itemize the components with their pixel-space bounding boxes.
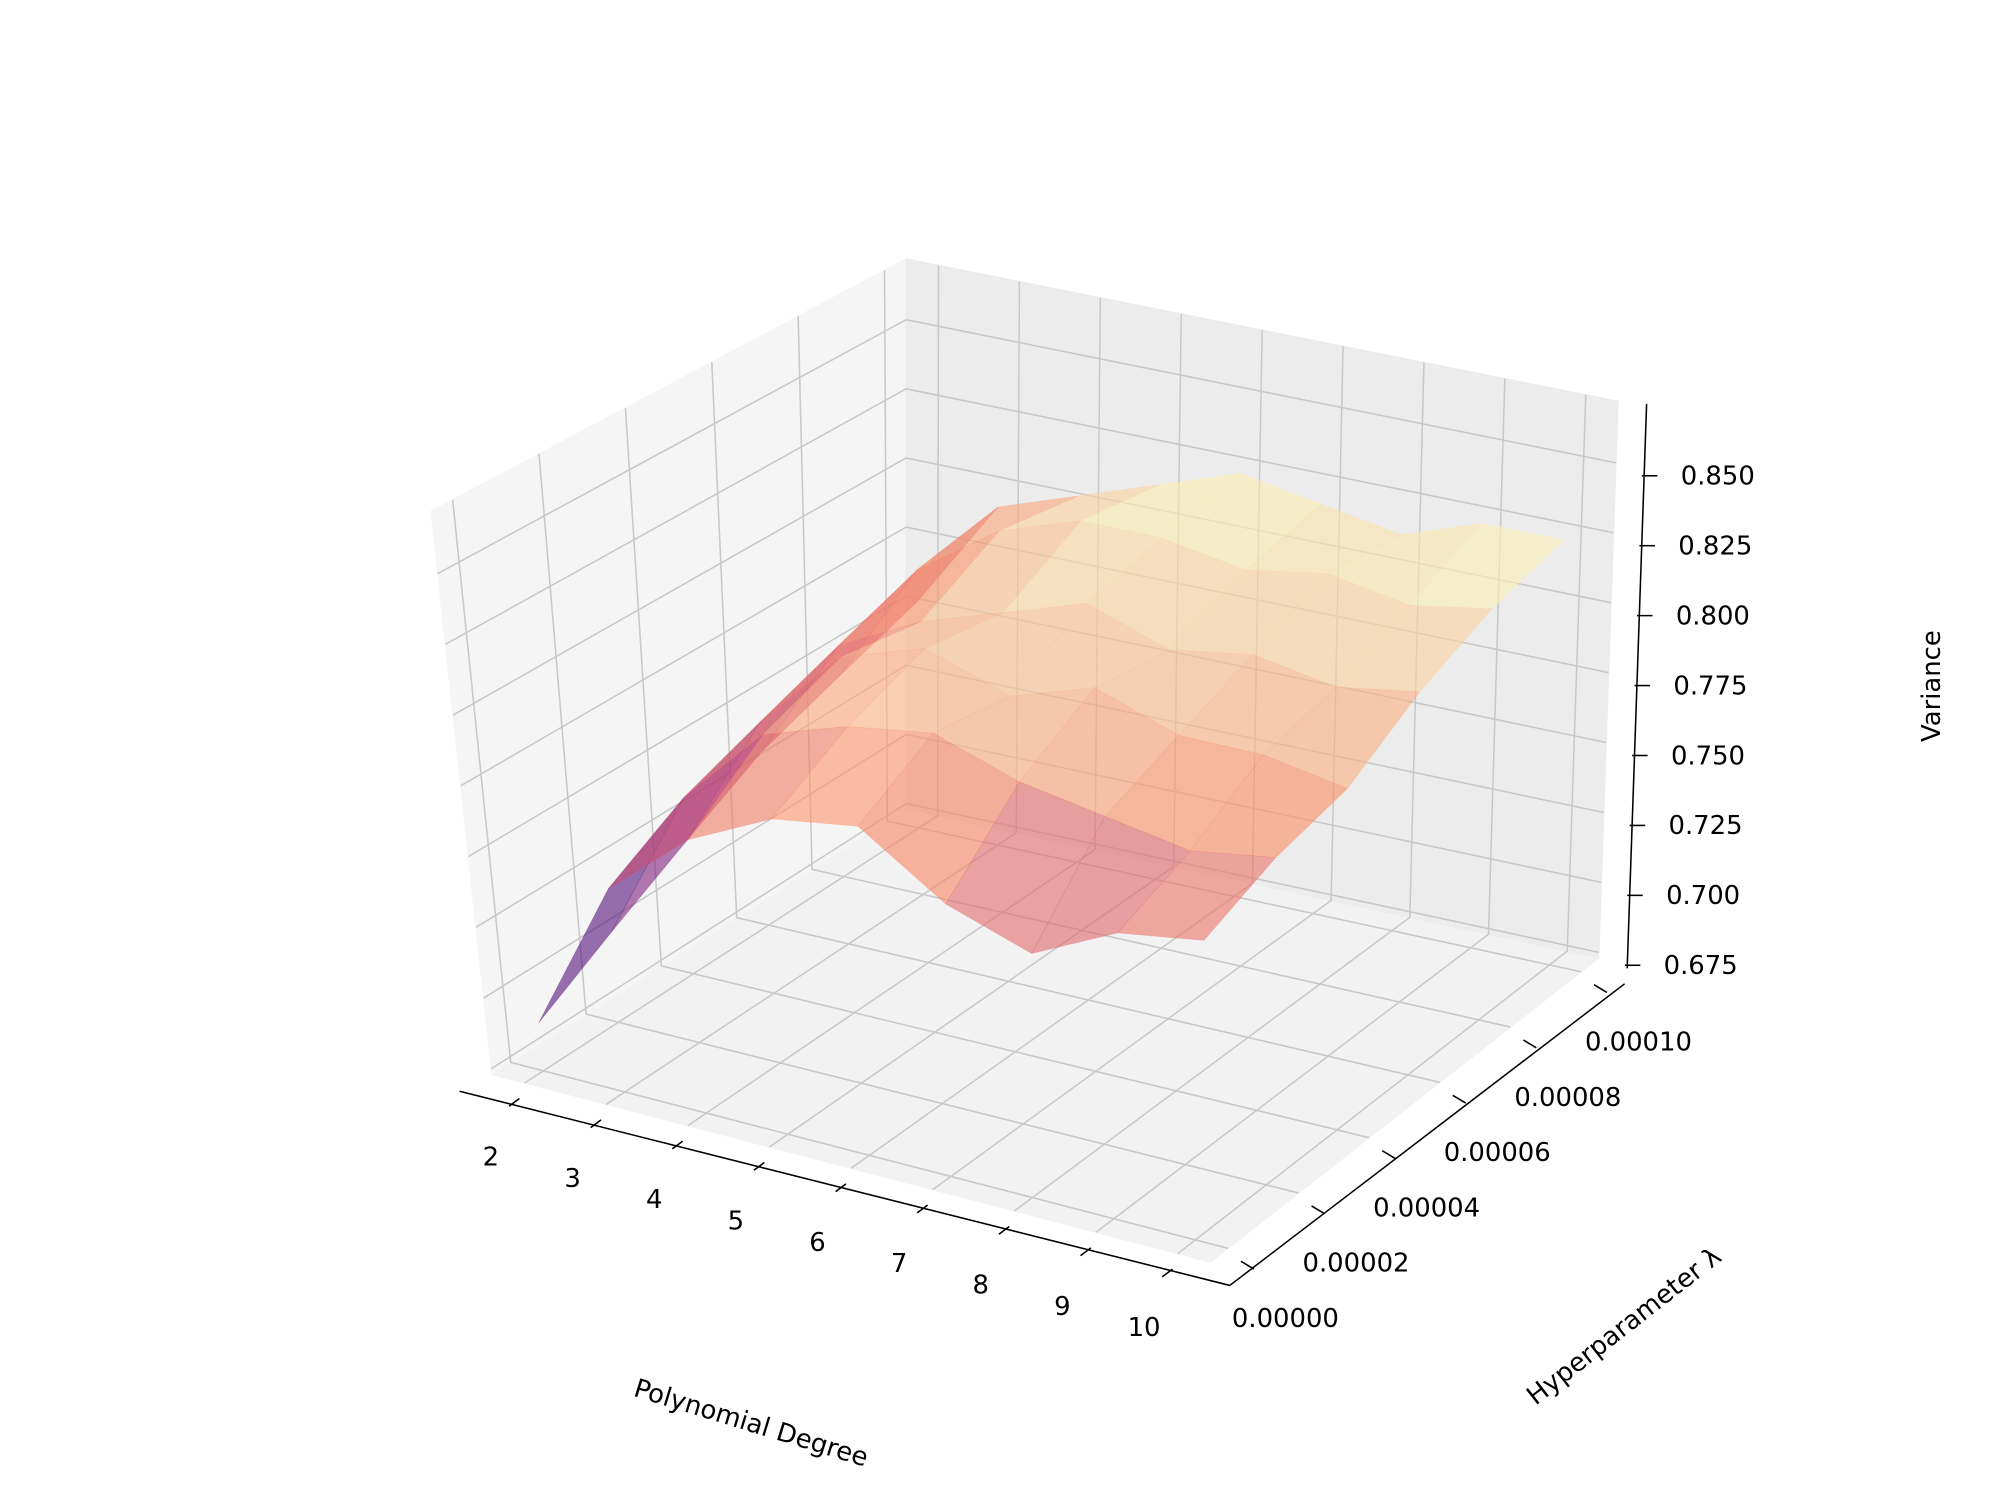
- grid-line: [797, 316, 1511, 1028]
- x-tick-mark: [671, 1140, 684, 1150]
- y-tick-mark: [1522, 1039, 1537, 1049]
- z-tick-label: 0.825: [1678, 532, 1752, 562]
- surface-patch: [1335, 604, 1493, 693]
- grid-line: [1177, 394, 1587, 1255]
- x-tick-label: 9: [1054, 1292, 1070, 1322]
- x-tick-mark: [998, 1225, 1010, 1235]
- x-tick-label: 2: [483, 1143, 499, 1173]
- grid-line: [711, 362, 1441, 1084]
- x-tick-label: 3: [564, 1164, 580, 1194]
- y-tick-label: 0.00002: [1303, 1249, 1410, 1279]
- y-tick-label: 0.00010: [1585, 1027, 1692, 1057]
- x-tick-label: 6: [809, 1228, 825, 1258]
- z-tick-label: 0.700: [1666, 881, 1740, 911]
- z-tick-label: 0.750: [1671, 741, 1745, 771]
- y-axis-title: Hyperparameter λ: [1521, 1241, 1727, 1411]
- x-axis-line: [459, 1090, 1230, 1287]
- z-tick-label: 0.725: [1669, 811, 1743, 841]
- z-tick-label: 0.850: [1681, 462, 1755, 492]
- x-tick-label: 7: [891, 1249, 907, 1279]
- x-tick-label: 4: [646, 1185, 662, 1215]
- x-axis-title: Polynomial Degree: [630, 1374, 871, 1474]
- y-tick-mark: [1311, 1205, 1325, 1215]
- y-tick-label: 0.00008: [1514, 1083, 1621, 1113]
- x-tick-label: 8: [973, 1271, 989, 1301]
- z-tick-label: 0.800: [1676, 601, 1750, 631]
- z-tick-label: 0.675: [1664, 951, 1738, 981]
- x-tick-mark: [1080, 1247, 1092, 1257]
- y-tick-label: 0.00004: [1373, 1193, 1480, 1223]
- grid-line: [538, 453, 1299, 1194]
- y-tick-mark: [1452, 1094, 1467, 1104]
- y-tick-mark: [1593, 984, 1608, 994]
- plot-area: 2 3 4 5 6 7 8 9 10 0.00000 0.00002 0.00004 0.00006 0.…: [430, 257, 1947, 1474]
- z-axis-line: [1626, 403, 1648, 969]
- x-tick-label: 5: [728, 1207, 744, 1237]
- y-tick-label: 0.00000: [1232, 1304, 1339, 1334]
- x-tick-label: 10: [1128, 1313, 1161, 1343]
- x-tick-mark: [590, 1119, 602, 1129]
- z-axis-title: Variance: [1917, 630, 1947, 742]
- y-tick-label: 0.00006: [1444, 1138, 1551, 1168]
- surface: [538, 473, 1565, 1023]
- surface-patch: [1116, 850, 1277, 941]
- y-axis-line: [1229, 983, 1626, 1287]
- z-tick-label: 0.775: [1673, 671, 1747, 701]
- grid-line: [451, 499, 1229, 1250]
- y-tick-mark: [1381, 1149, 1396, 1160]
- x-tick-mark: [916, 1204, 929, 1214]
- grid-line: [624, 408, 1370, 1139]
- grid-line: [437, 318, 1617, 575]
- grid-line: [445, 388, 1614, 646]
